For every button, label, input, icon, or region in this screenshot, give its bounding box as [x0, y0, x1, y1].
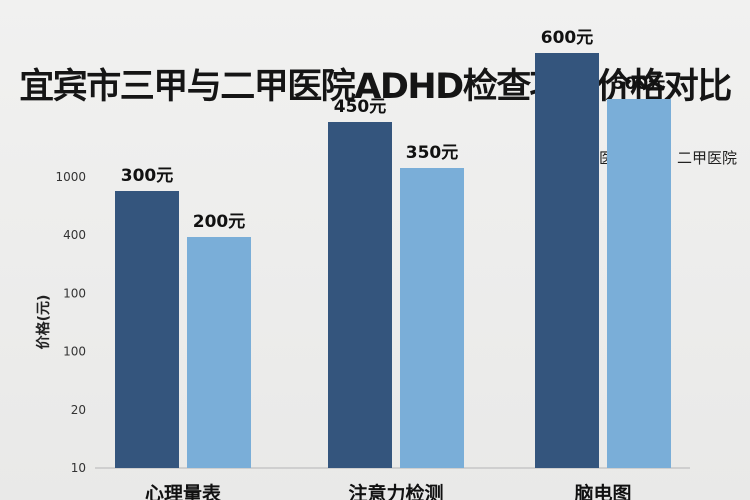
- bar-value-label: 300元: [121, 166, 174, 186]
- y-axis-ticks: 1000 400 100 100 20 10: [55, 170, 86, 475]
- bar-secondary: [400, 168, 464, 468]
- bars: 300元 200元 450元 350元 600元 500元: [115, 28, 671, 468]
- bar-value-label: 600元: [541, 28, 594, 48]
- category-label: 脑电图: [573, 482, 631, 500]
- y-tick-label: 20: [71, 403, 86, 417]
- y-tick-label: 1000: [55, 170, 86, 184]
- bar-tertiary: [115, 191, 179, 468]
- category-labels: 心理量表 注意力检测 脑电图: [145, 482, 632, 500]
- bar-secondary: [187, 237, 251, 468]
- bar-secondary: [607, 99, 671, 468]
- y-axis-label: 价格(元): [35, 295, 52, 350]
- category-label: 注意力检测: [348, 482, 443, 500]
- y-tick-label: 100: [63, 345, 86, 359]
- bar-tertiary: [328, 122, 392, 468]
- category-label: 心理量表: [145, 482, 222, 500]
- bar-value-label: 500元: [613, 74, 666, 94]
- bar-value-label: 200元: [193, 212, 246, 232]
- bar-tertiary: [535, 53, 599, 468]
- bar-value-label: 450元: [334, 97, 387, 117]
- y-tick-label: 400: [63, 228, 86, 242]
- bar-value-label: 350元: [406, 143, 459, 163]
- legend-label-secondary: 二甲医院: [677, 149, 737, 167]
- y-tick-label: 10: [71, 461, 86, 475]
- y-tick-label: 100: [63, 286, 86, 300]
